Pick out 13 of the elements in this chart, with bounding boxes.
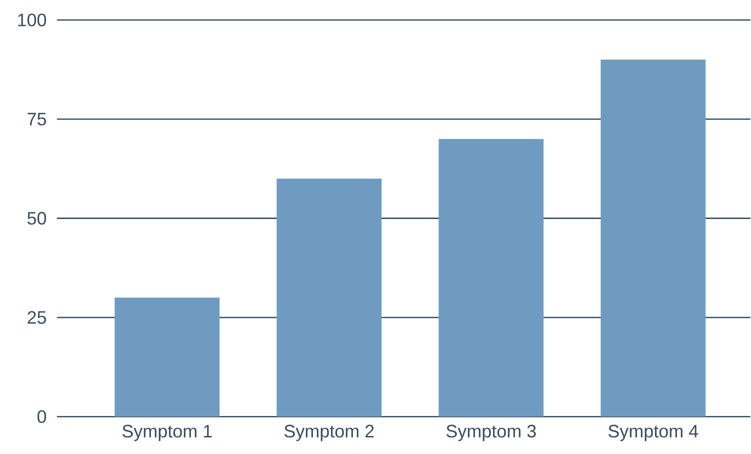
bar (438, 139, 544, 417)
y-tick-label: 0 (37, 410, 46, 424)
x-tick-label: Symptom 3 (446, 425, 536, 442)
y-tick-label: 75 (28, 113, 46, 126)
bar (114, 298, 220, 417)
y-tick-label: 50 (27, 212, 46, 225)
bar (600, 60, 706, 417)
y-tick-label: 100 (18, 14, 46, 27)
y-tick-label: 25 (28, 311, 46, 324)
x-tick-label: Symptom 2 (284, 425, 374, 442)
x-tick-label: Symptom 4 (608, 425, 698, 442)
x-tick-label: Symptom 1 (122, 425, 212, 442)
bar (276, 178, 382, 417)
